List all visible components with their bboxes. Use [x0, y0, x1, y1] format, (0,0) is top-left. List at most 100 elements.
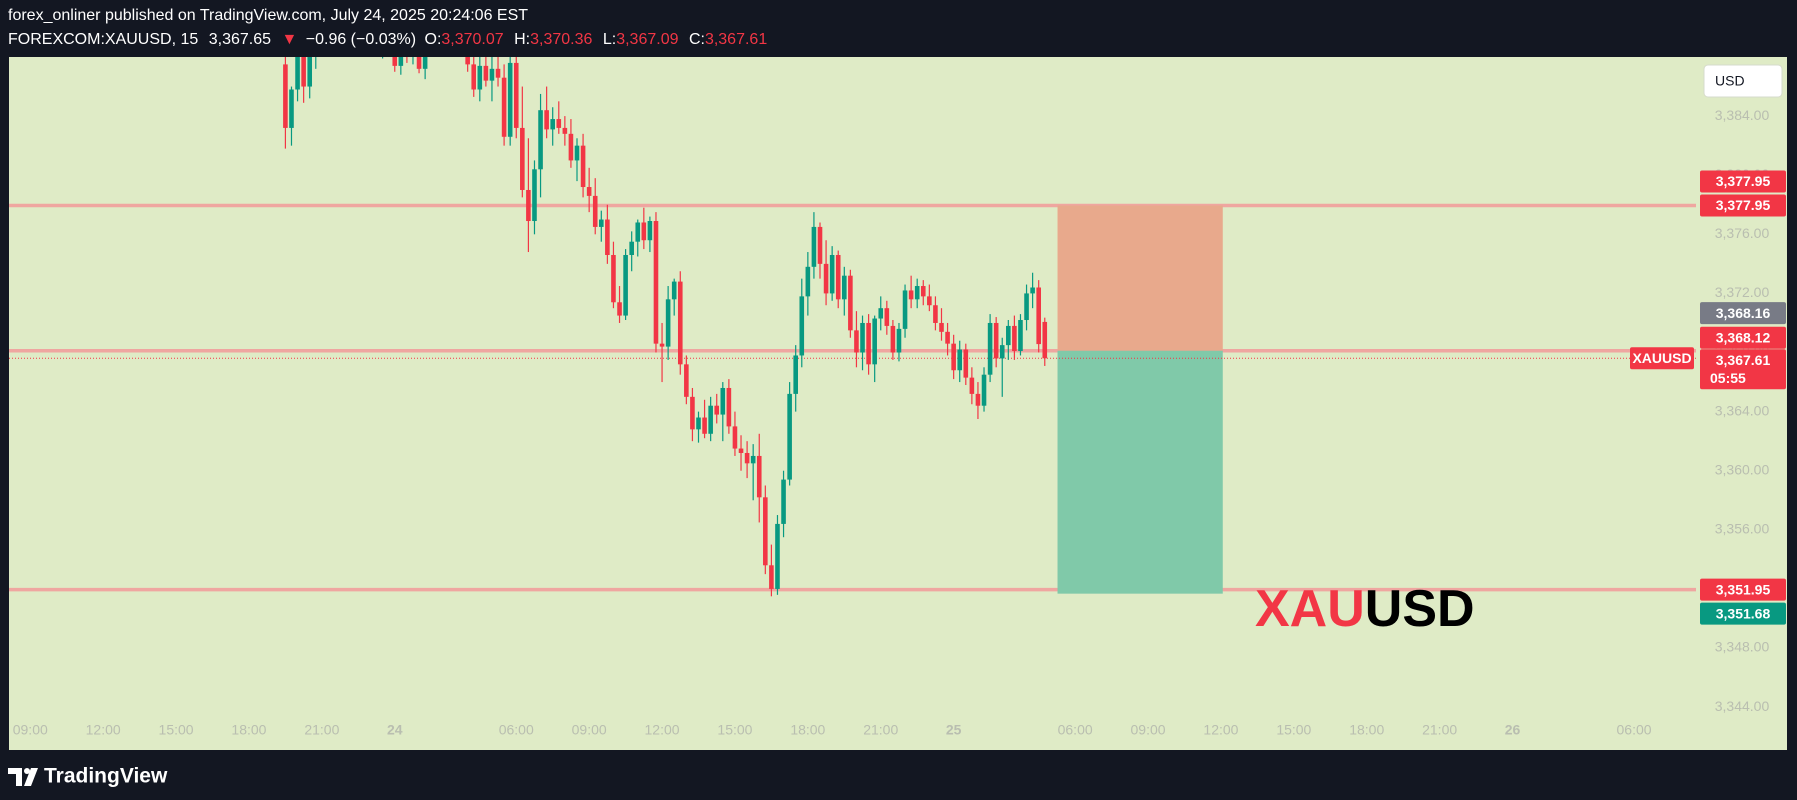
candle-body	[835, 254, 841, 300]
candle-body	[653, 221, 659, 344]
price-label-bg	[1700, 349, 1786, 390]
y-tick-label: 3,360.00	[1715, 461, 1770, 477]
candle-body	[793, 355, 798, 394]
ohlc-value: 3,367.61	[705, 31, 767, 48]
candle-body	[750, 455, 756, 464]
candle-body	[635, 222, 641, 242]
candle-body	[556, 119, 562, 128]
candle-body	[896, 328, 902, 353]
candle-body	[629, 241, 634, 255]
candle-body	[708, 405, 713, 434]
x-tick-label: 12:00	[1203, 722, 1238, 738]
currency-button	[1703, 64, 1783, 98]
candle-body	[1042, 321, 1048, 359]
candle-body	[568, 133, 574, 161]
candle-body	[872, 318, 877, 365]
candle-body	[769, 565, 774, 589]
candle-body	[860, 322, 865, 353]
candle-body	[301, 57, 306, 87]
candle-body	[690, 396, 695, 430]
logo-icon	[8, 768, 38, 786]
candle-body	[787, 393, 792, 480]
candle-body	[665, 299, 671, 347]
candle-body	[738, 448, 744, 453]
candle-body	[477, 65, 483, 90]
ohlc-key: C:	[689, 31, 705, 48]
candle-body	[848, 275, 853, 331]
watermark-part: XAU	[1255, 580, 1365, 638]
candle-body	[501, 77, 507, 137]
candle-body	[987, 322, 993, 375]
candle-body	[471, 64, 477, 90]
candle-body	[854, 330, 859, 353]
price-label-bg	[1700, 194, 1786, 217]
chart-panel	[9, 57, 1787, 750]
x-tick-label: 18:00	[231, 722, 266, 738]
candle-body	[957, 349, 963, 371]
price-label-bg	[1700, 602, 1786, 625]
x-tick-label: 21:00	[863, 722, 898, 738]
x-tick-label: 25	[946, 722, 962, 738]
x-tick-label: 12:00	[86, 722, 121, 738]
candle-body	[744, 452, 750, 464]
candle-body	[927, 296, 932, 306]
candle-body	[647, 221, 653, 241]
x-tick-label: 12:00	[645, 722, 680, 738]
price-label: 3,368.12	[1716, 329, 1771, 345]
plot	[9, 57, 1696, 597]
symbol-tag-bg	[1630, 347, 1694, 370]
x-tick-label: 06:00	[499, 722, 534, 738]
price-label-bg	[1700, 578, 1786, 601]
candle-body	[999, 345, 1005, 359]
candle-body	[513, 62, 519, 128]
candle-body	[939, 322, 944, 332]
candle-body	[981, 374, 987, 406]
candle-body	[732, 426, 738, 449]
x-tick-label: 21:00	[1422, 722, 1457, 738]
ohlc-key: O:	[425, 31, 442, 48]
candle-body	[605, 219, 610, 255]
candle-body	[702, 417, 707, 434]
y-tick-label: 3,384.00	[1715, 107, 1770, 123]
candle-body	[763, 497, 768, 566]
candle-body	[975, 393, 981, 406]
candle-body	[538, 110, 543, 170]
candle-body	[611, 254, 616, 303]
x-tick-label: 09:00	[13, 722, 48, 738]
candle-body	[902, 290, 908, 329]
candle-body	[951, 343, 956, 371]
price-label: 3,367.61	[1716, 352, 1771, 368]
x-tick-label: 15:00	[717, 722, 752, 738]
y-tick-label: 3,356.00	[1715, 521, 1770, 537]
candle-body	[623, 254, 628, 316]
watermark-part: USD	[1365, 580, 1475, 638]
x-tick-label: 15:00	[159, 722, 194, 738]
y-tick-label: 3,364.00	[1715, 402, 1770, 418]
candle-body	[884, 308, 890, 326]
candle-body	[507, 62, 513, 137]
x-tick-label: 15:00	[1276, 722, 1311, 738]
candle-body	[422, 57, 428, 69]
price-label: 3,351.95	[1716, 581, 1771, 597]
candle-body	[483, 65, 489, 81]
chart-layer: 3,344.003,348.003,352.003,356.003,360.00…	[9, 57, 1786, 738]
x-tick-label: 24	[387, 722, 403, 738]
candle-body	[811, 226, 817, 267]
ohlc-value: 3,367.09	[616, 31, 678, 48]
price-label: 3,368.16	[1716, 305, 1771, 321]
candle-body	[574, 145, 580, 161]
candle-body	[993, 322, 999, 359]
candle-body	[914, 286, 920, 300]
candle-body	[878, 308, 884, 319]
logo: TradingView	[8, 765, 168, 788]
candle-body	[823, 263, 829, 294]
price-label-bg	[1700, 326, 1786, 349]
candle-body	[392, 57, 398, 66]
candle-body	[495, 68, 501, 78]
watermark: XAUUSD	[1255, 580, 1475, 638]
change-arrow: ▼	[281, 31, 297, 48]
candle-body	[963, 349, 969, 378]
symbol-line: FOREXCOM:XAUUSD, 15 3,367.65 ▼ −0.96 (−0…	[8, 31, 767, 48]
candle-body	[398, 57, 404, 66]
